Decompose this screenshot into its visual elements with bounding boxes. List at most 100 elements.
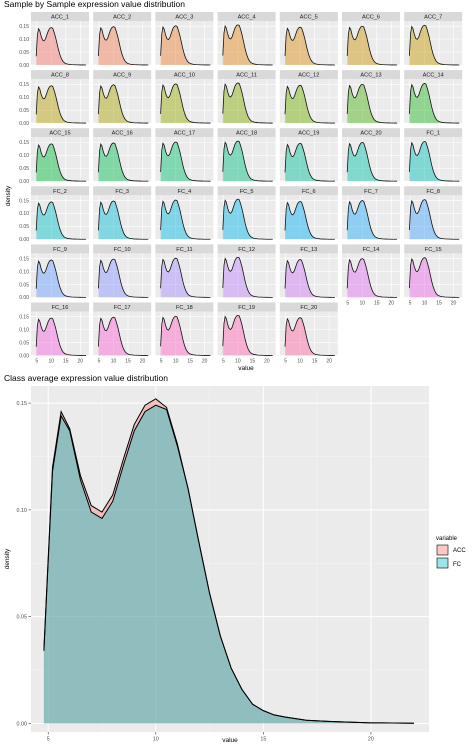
facet-panel-acc-5: ACC_5 — [279, 12, 338, 66]
facet-density-line — [98, 200, 149, 240]
facet-density-line — [160, 257, 211, 298]
facet-strip — [93, 244, 152, 254]
facet-density-area — [347, 258, 398, 298]
facet-panel-acc-11: ACC_11 — [217, 70, 276, 124]
facet-strip-label: FC_16 — [52, 305, 69, 311]
facet-strip — [217, 244, 276, 254]
facet-panel-fc-11: FC_11 — [155, 244, 214, 298]
class-x-axis-label: value — [222, 737, 238, 744]
facet-x-tick-label: 10 — [49, 359, 55, 365]
facet-panel-acc-18: ACC_18 — [217, 128, 276, 182]
facet-density-area — [285, 259, 335, 298]
facet-x-tick-label: 15 — [63, 359, 69, 365]
facet-panel-acc-1: ACC_1 0.00 0.05 0.10 0.15 — [19, 12, 89, 69]
facet-density-line — [284, 142, 335, 182]
facet-x-tick-label: 10 — [422, 300, 428, 306]
facet-strip-label: ACC_3 — [175, 15, 193, 21]
facet-strip-label: FC_10 — [114, 247, 131, 253]
facet-panel-acc-13: ACC_13 — [342, 70, 400, 124]
facet-density-area — [98, 26, 149, 65]
facet-x-tick-label: 15 — [312, 359, 318, 365]
facet-density-line — [284, 317, 335, 356]
facet-strip-label: FC_8 — [426, 189, 440, 195]
facet-x-tick-label: 5 — [284, 359, 287, 365]
facet-strip-label: ACC_2 — [113, 15, 131, 21]
facet-x-tick-label: 15 — [250, 359, 256, 365]
facet-density-area — [347, 142, 398, 182]
facet-strip-label: FC_14 — [363, 247, 380, 253]
facet-strip — [155, 302, 214, 312]
facet-density-line — [409, 199, 460, 240]
facet-plot-area — [342, 253, 400, 298]
facet-strip-label: FC_2 — [53, 189, 67, 195]
facet-strip — [155, 70, 214, 80]
facet-plot-area — [404, 137, 463, 182]
facet-plot-area — [31, 253, 89, 298]
facet-density-line — [346, 83, 398, 124]
facet-density-line — [409, 82, 460, 124]
facet-density-line — [222, 198, 273, 240]
facet-density-line — [35, 27, 87, 66]
facet-density-line — [222, 140, 273, 182]
facet-strip — [404, 244, 463, 254]
facet-panel-acc-4: ACC_4 — [217, 12, 276, 66]
facet-plot-area — [155, 79, 214, 124]
facet-strip — [279, 302, 338, 312]
facet-plot-area — [217, 311, 276, 356]
facet-strip-label: FC_5 — [240, 189, 254, 195]
facet-plot-area — [217, 253, 276, 298]
facet-panel-acc-12: ACC_12 — [279, 70, 338, 124]
class-chart-title: Class average expression value distribut… — [4, 373, 168, 383]
facet-x-tick-label: 5 — [35, 359, 38, 365]
facet-x-tick-label: 10 — [111, 359, 117, 365]
facet-x-tick-label: 20 — [78, 359, 84, 365]
facet-density-area — [222, 315, 273, 356]
facet-strip-label: FC_15 — [425, 247, 442, 253]
facet-strip-label: ACC_12 — [298, 73, 319, 79]
facet-panel-acc-16: ACC_16 — [93, 128, 152, 182]
legend-key-fc — [436, 557, 449, 569]
facet-panel-acc-9: ACC_9 — [93, 70, 152, 124]
facet-plot-area — [155, 311, 214, 356]
class-density-area-fc — [43, 405, 414, 724]
legend-key-acc — [436, 544, 449, 556]
facet-density-area — [98, 200, 149, 240]
facet-strip-label: FC_9 — [53, 247, 67, 253]
facet-density-area — [285, 27, 335, 65]
facet-panel-fc-5: FC_5 — [217, 186, 276, 240]
facet-strip — [93, 12, 152, 21]
facet-strip — [217, 186, 276, 196]
facet-x-tick-label: 20 — [140, 359, 146, 365]
facet-panel-fc-9: FC_9 0.00 0.05 0.10 0.15 — [19, 244, 89, 301]
facet-density-line — [160, 25, 211, 66]
facet-strip — [31, 302, 89, 312]
facet-x-tick-label: 15 — [374, 300, 380, 306]
facet-strip — [404, 12, 463, 21]
facet-x-tick-label: 10 — [297, 359, 303, 365]
facet-strip — [279, 186, 338, 196]
facet-density-line — [284, 259, 335, 298]
facet-strip-label: ACC_6 — [362, 15, 380, 21]
facet-strip — [93, 70, 152, 80]
facet-panel-fc-10: FC_10 — [93, 244, 152, 298]
facet-y-axis-label: density — [5, 185, 12, 206]
facet-strip — [31, 128, 89, 138]
facet-y-tick-label: 0.10 — [19, 95, 29, 101]
facet-density-area — [347, 84, 398, 124]
facet-panel-fc-3: FC_3 — [93, 186, 152, 240]
facet-plot-area — [217, 79, 276, 124]
facet-density-area — [36, 85, 87, 124]
facet-plot-area — [342, 21, 400, 65]
facet-x-tick-label: 5 — [346, 300, 349, 306]
facet-density-line — [409, 24, 460, 66]
facet-density-area — [347, 26, 398, 65]
facet-strip — [155, 128, 214, 138]
facet-x-tick-label: 5 — [98, 359, 101, 365]
facet-density-area — [98, 317, 149, 356]
facet-density-line — [98, 316, 149, 356]
facet-density-area — [285, 201, 335, 240]
facet-x-tick-label: 20 — [264, 359, 270, 365]
legend-label-acc: ACC — [453, 548, 466, 554]
facet-plot-area — [279, 195, 338, 240]
facet-density-area — [222, 82, 273, 124]
